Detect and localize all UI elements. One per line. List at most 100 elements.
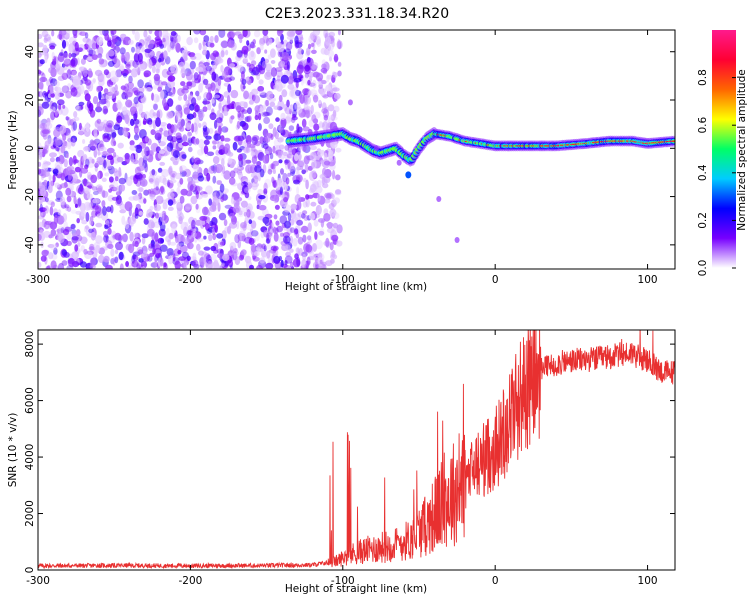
noise-blob [274, 131, 279, 140]
noise-blob [214, 163, 223, 174]
colorbar-tick-label: 0.0 [697, 260, 709, 277]
noise-blob [114, 84, 118, 92]
noise-blob [312, 261, 320, 269]
spectrogram-y-label: Frequency (Hz) [7, 110, 19, 189]
noise-blob [138, 59, 144, 65]
noise-blob [61, 260, 68, 266]
noise-blob [114, 256, 119, 264]
noise-blob [186, 242, 194, 250]
noise-blob [89, 47, 93, 57]
noise-blob [178, 165, 187, 172]
noise-blob [280, 74, 289, 84]
noise-blob [232, 141, 238, 151]
noise-blob [323, 213, 331, 222]
noise-blob [275, 70, 283, 78]
x-tick-label: -300 [26, 274, 50, 286]
noise-blob [202, 44, 207, 52]
noise-blob [329, 208, 337, 217]
noise-blob [38, 168, 42, 175]
noise-blob [311, 161, 315, 169]
noise-blob [195, 203, 199, 210]
noise-blob [317, 218, 326, 223]
noise-blob [97, 46, 104, 55]
noise-blob [84, 186, 90, 194]
ridge-outlier [405, 171, 412, 179]
noise-blob [168, 127, 173, 137]
noise-blob [192, 164, 200, 172]
noise-blob [141, 245, 148, 255]
noise-blob [223, 188, 229, 194]
noise-blob [119, 263, 124, 269]
noise-blob [332, 222, 339, 229]
noise-blob [176, 187, 181, 195]
noise-blob [264, 251, 272, 260]
noise-blob [306, 256, 311, 266]
noise-blob [38, 91, 41, 97]
noise-blob [257, 123, 262, 131]
noise-blob [312, 243, 317, 252]
noise-blob [291, 30, 296, 35]
noise-blob [166, 248, 174, 256]
x-tick-label: -200 [178, 274, 202, 286]
noise-blob [110, 30, 117, 35]
noise-blob [161, 81, 168, 86]
noise-blob [225, 49, 229, 56]
noise-blob [307, 90, 313, 95]
noise-blob [102, 189, 106, 198]
noise-blob [161, 169, 170, 177]
noise-blob [118, 166, 122, 177]
noise-blob [153, 73, 161, 82]
noise-blob [122, 126, 127, 136]
noise-blob [326, 227, 335, 234]
noise-blob [167, 79, 176, 89]
noise-blob [82, 37, 90, 43]
noise-blob [208, 260, 213, 265]
noise-blob [63, 58, 72, 67]
noise-blob [116, 156, 124, 163]
noise-blob [205, 222, 210, 231]
noise-blob [180, 81, 186, 87]
noise-blob [248, 64, 256, 72]
noise-blob [194, 117, 200, 126]
noise-blob [250, 243, 257, 253]
noise-blob [265, 262, 274, 269]
noise-blob [234, 256, 241, 266]
noise-blob [98, 247, 105, 255]
noise-blob [135, 203, 141, 210]
noise-blob [195, 194, 203, 200]
noise-blob [203, 139, 210, 146]
noise-blob [273, 138, 282, 147]
noise-blob [237, 112, 245, 121]
noise-blob [192, 122, 198, 133]
noise-blob [85, 122, 90, 133]
noise-blob [40, 85, 44, 90]
noise-blob [80, 167, 89, 174]
noise-blob [121, 215, 126, 225]
noise-blob [254, 114, 259, 121]
noise-blob [233, 204, 241, 214]
noise-blob [333, 53, 339, 63]
noise-blob [241, 78, 247, 86]
noise-blob [270, 163, 274, 170]
noise-blob [155, 117, 161, 127]
noise-blob [255, 232, 260, 242]
noise-blob [163, 50, 168, 60]
noise-blob [67, 132, 72, 141]
noise-blob [179, 244, 188, 253]
noise-blob [242, 30, 248, 38]
noise-blob [263, 245, 267, 252]
noise-blob [118, 251, 124, 261]
noise-blob [261, 60, 267, 69]
noise-blob [229, 221, 237, 229]
noise-blob [46, 36, 52, 43]
noise-blob [103, 159, 107, 169]
noise-blob [251, 88, 259, 96]
noise-blob [125, 99, 133, 108]
noise-blob [218, 30, 226, 38]
noise-blob [176, 113, 182, 122]
noise-blob [145, 87, 153, 92]
noise-blob [333, 56, 339, 62]
noise-blob [60, 172, 66, 181]
noise-blob [115, 199, 123, 206]
noise-blob [302, 126, 310, 132]
